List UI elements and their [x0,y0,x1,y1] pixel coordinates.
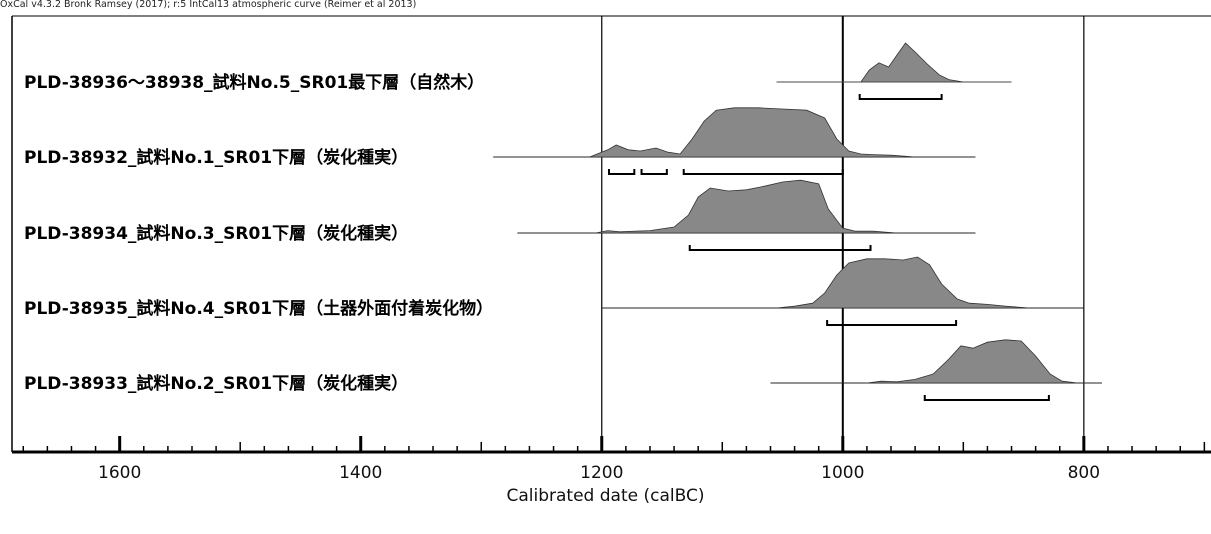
hpd-range-bracket [827,320,956,325]
tick-label-800: 800 [1068,463,1100,483]
probability-distribution [517,180,975,233]
sample-label: PLD-38933_試料No.2_SR01下層（炭化種実） [24,373,408,394]
sample-rows: PLD-38936～38938_試料No.5_SR01最下層（自然木） PLD-3… [24,43,1102,400]
reference-lines [602,16,1084,452]
probability-distribution [771,340,1102,383]
sample-label: PLD-38936～38938_試料No.5_SR01最下層（自然木） [24,72,484,93]
hpd-range-bracket [925,395,1049,400]
hpd-range-bracket [684,169,843,174]
sample-row: PLD-38936～38938_試料No.5_SR01最下層（自然木） [24,43,1012,99]
hpd-range-bracket [642,169,667,174]
sample-row: PLD-38934_試料No.3_SR01下層（炭化種実） [24,180,975,250]
x-axis-label: Calibrated date (calBC) [0,486,1211,506]
tick-label-1400: 1400 [339,463,382,483]
hpd-range-bracket [609,169,634,174]
sample-label: PLD-38935_試料No.4_SR01下層（土器外面付着炭化物） [24,298,493,319]
tick-label-1600: 1600 [98,463,141,483]
sample-row: PLD-38935_試料No.4_SR01下層（土器外面付着炭化物） [24,257,1084,325]
sample-label: PLD-38932_試料No.1_SR01下層（炭化種実） [24,147,408,168]
probability-distribution [777,43,1012,82]
sample-label: PLD-38934_試料No.3_SR01下層（炭化種実） [24,223,408,244]
tick-label-1000: 1000 [821,463,864,483]
hpd-range-bracket [860,94,942,99]
x-axis-ticks: 1600 1400 1200 1000 800 [23,436,1204,483]
sample-row: PLD-38932_試料No.1_SR01下層（炭化種実） [24,108,975,174]
tick-label-1200: 1200 [580,463,623,483]
probability-distribution [493,108,975,157]
sample-row: PLD-38933_試料No.2_SR01下層（炭化種実） [24,340,1102,400]
